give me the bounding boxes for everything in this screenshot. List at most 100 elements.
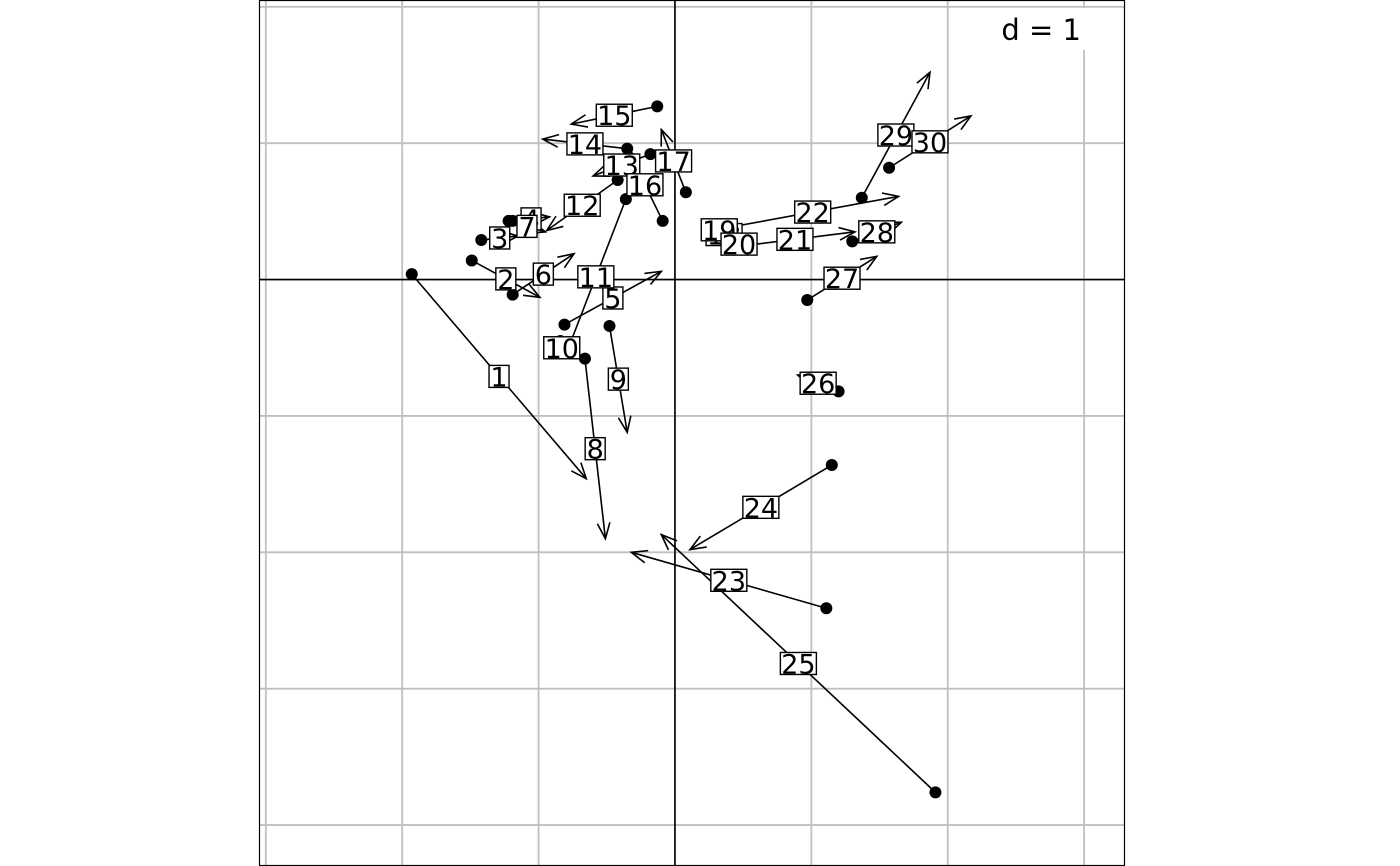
arrow-head <box>954 114 973 131</box>
arrow-head <box>916 70 932 90</box>
point-labels: 1234567891011121314151617181920212223242… <box>488 101 949 680</box>
label-box <box>793 200 832 224</box>
label-24: 24 <box>742 493 780 524</box>
plot-border <box>258 0 1126 866</box>
label-box <box>779 651 818 676</box>
label-box <box>595 103 633 127</box>
arrow-head <box>557 252 576 269</box>
label-text: 25 <box>781 649 815 680</box>
arrow-origin-point <box>656 214 669 227</box>
arrow-head <box>540 133 560 148</box>
label-box <box>488 364 510 389</box>
label-text: 3 <box>491 224 508 255</box>
arrow-origin-point <box>558 318 571 331</box>
label-20: 20 <box>720 230 758 261</box>
arrow-head <box>688 535 707 551</box>
arrow-origin-point <box>611 174 624 187</box>
label-box <box>626 173 664 197</box>
arrow-origin-point <box>578 352 591 365</box>
label-3: 3 <box>489 224 511 255</box>
label-box <box>543 336 581 360</box>
arrow-head <box>644 270 664 286</box>
arrow-origin-point <box>846 235 859 248</box>
label-15: 15 <box>595 101 633 132</box>
arrow-origin-point <box>644 148 657 161</box>
label-27: 27 <box>823 264 861 295</box>
label-text: 20 <box>722 230 756 261</box>
label-2: 2 <box>495 265 517 296</box>
label-14: 14 <box>566 130 604 161</box>
arrow-origin-point <box>801 294 814 307</box>
label-box <box>489 226 511 250</box>
label-7: 7 <box>516 212 538 243</box>
arrow-head <box>522 283 542 299</box>
label-6: 6 <box>532 260 555 291</box>
label-box <box>654 149 693 173</box>
arrow-origin-point <box>475 234 488 247</box>
arrow-origin-point <box>502 214 515 227</box>
label-text: 9 <box>610 365 627 396</box>
arrow-origin-point <box>883 161 896 174</box>
label-box <box>577 265 615 289</box>
label-box <box>607 367 630 391</box>
arrow-head <box>617 415 632 435</box>
origin-axes <box>259 0 1125 866</box>
label-box <box>742 495 780 520</box>
arrow-origin-point <box>651 100 664 113</box>
label-text: 17 <box>656 147 690 178</box>
label-text: 29 <box>879 121 913 152</box>
label-box <box>563 193 601 217</box>
arrow-origin-point <box>820 602 833 615</box>
arrow-head <box>629 549 649 564</box>
arrow-origin-point <box>679 186 692 199</box>
label-text: 8 <box>587 435 604 466</box>
label-text: 2 <box>497 265 514 296</box>
label-text: 21 <box>778 225 812 256</box>
arrow-origin-point <box>855 191 868 204</box>
label-text: 12 <box>565 191 599 222</box>
arrow-head <box>660 127 674 147</box>
label-text: 6 <box>535 260 552 291</box>
label-text: 26 <box>801 369 835 400</box>
label-text: 10 <box>545 334 579 365</box>
label-text: 22 <box>796 198 830 229</box>
arrow-head <box>859 255 879 271</box>
arrow-origin-point <box>405 268 418 281</box>
label-28: 28 <box>858 218 896 249</box>
label-26: 26 <box>799 369 837 400</box>
label-text: 23 <box>712 566 746 597</box>
label-29: 29 <box>877 121 915 152</box>
label-1: 1 <box>488 362 510 393</box>
scale-label-background <box>985 8 1089 50</box>
label-box <box>584 436 606 461</box>
label-box <box>858 220 896 244</box>
label-box <box>516 214 538 239</box>
label-10: 10 <box>543 334 581 365</box>
label-8: 8 <box>584 435 606 466</box>
label-box <box>776 227 814 252</box>
arrow-origin-point <box>603 319 616 332</box>
label-25: 25 <box>779 649 818 680</box>
label-text: 5 <box>604 284 621 315</box>
label-text: 24 <box>744 493 778 524</box>
label-12: 12 <box>563 191 601 222</box>
arrow-head <box>596 522 611 541</box>
arrow-head <box>570 462 588 481</box>
label-text: 28 <box>860 218 894 249</box>
label-23: 23 <box>710 566 748 597</box>
label-text: 16 <box>628 171 662 202</box>
grid <box>259 0 1125 866</box>
label-30: 30 <box>911 128 949 159</box>
label-box <box>495 267 517 291</box>
label-box <box>566 132 604 156</box>
label-9: 9 <box>607 365 630 396</box>
arrow-head <box>659 533 678 551</box>
arrow-origin-point <box>929 786 942 799</box>
arrow-head <box>881 192 901 207</box>
label-text: 14 <box>568 130 602 161</box>
label-21: 21 <box>776 225 814 256</box>
label-text: 15 <box>597 101 631 132</box>
label-22: 22 <box>793 198 832 229</box>
label-box <box>532 262 555 286</box>
